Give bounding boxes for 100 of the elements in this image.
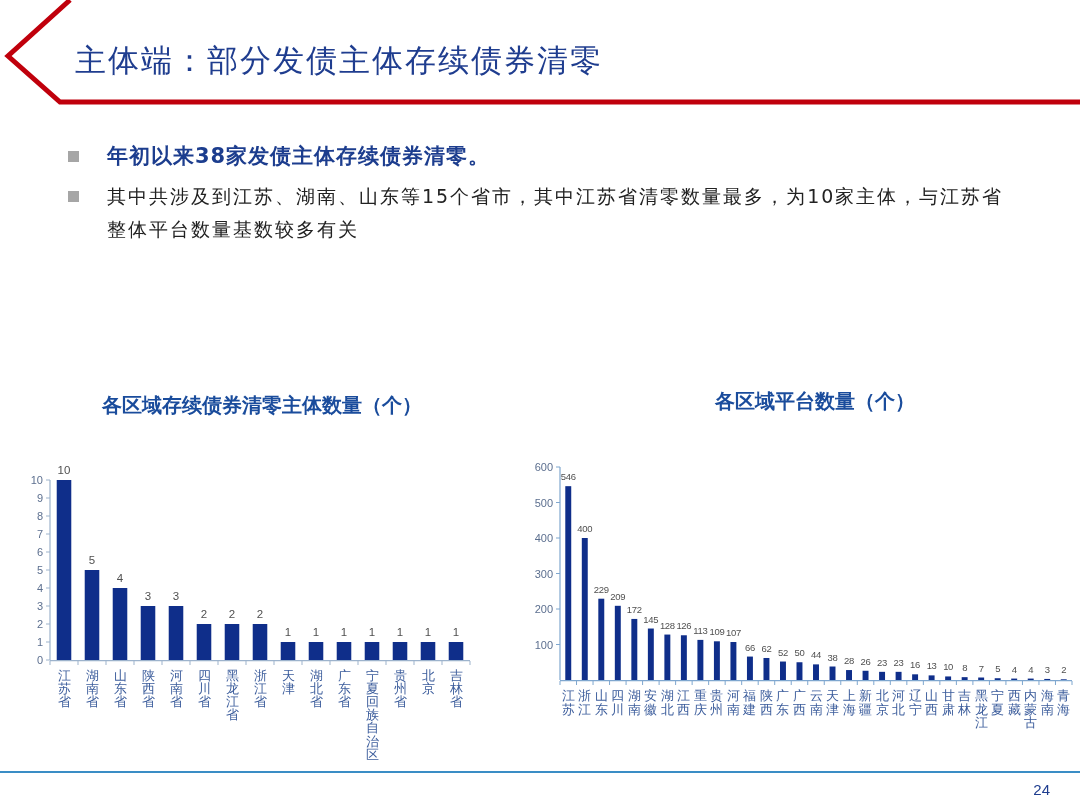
chart-title: 各区域存续债券清零主体数量（个） bbox=[101, 393, 422, 417]
x-tick-label: 内蒙古 bbox=[1024, 688, 1038, 730]
text: 其中共涉及到江苏、湖南、山东等15个省市，其中江苏省清零数量最多，为10家主体，与江苏省整体平台数量基数较多有关 bbox=[107, 184, 1005, 242]
y-tick-label: 3 bbox=[36, 600, 43, 612]
bar bbox=[196, 624, 212, 660]
y-tick-label: 400 bbox=[534, 532, 553, 544]
bar bbox=[614, 605, 621, 680]
data-label: 109 bbox=[709, 626, 725, 638]
y-tick-label: 4 bbox=[36, 582, 43, 594]
data-label: 26 bbox=[860, 655, 871, 667]
bar bbox=[763, 657, 770, 680]
data-label: 52 bbox=[777, 646, 788, 658]
data-label: 2 bbox=[200, 608, 208, 620]
x-tick-label: 吉林 bbox=[957, 688, 972, 717]
bar bbox=[730, 642, 737, 680]
x-tick-label: 青海 bbox=[1057, 688, 1071, 717]
y-tick-label: 8 bbox=[36, 510, 43, 522]
x-tick-label: 陕西 bbox=[759, 688, 773, 717]
bar bbox=[680, 635, 687, 680]
x-tick-label: 贵州 bbox=[710, 688, 724, 717]
bar bbox=[168, 606, 184, 660]
bar bbox=[647, 628, 654, 680]
bar bbox=[697, 639, 704, 680]
data-label: 28 bbox=[844, 655, 855, 667]
bar bbox=[780, 661, 786, 680]
x-tick-label: 西藏 bbox=[1007, 688, 1021, 717]
data-label: 2 bbox=[228, 608, 236, 620]
x-tick-label: 北京 bbox=[421, 667, 435, 696]
bar bbox=[140, 606, 156, 660]
x-tick-label: 四川省 bbox=[197, 667, 211, 709]
bar bbox=[598, 598, 605, 680]
y-tick-label: 200 bbox=[534, 603, 553, 615]
data-label: 10 bbox=[57, 464, 71, 476]
x-tick-label: 甘肃 bbox=[941, 688, 955, 717]
data-label: 107 bbox=[725, 627, 741, 639]
data-label: 13 bbox=[926, 660, 937, 672]
x-tick-label: 河南 bbox=[726, 688, 740, 717]
bar bbox=[879, 671, 886, 680]
bar bbox=[895, 671, 902, 680]
data-label: 400 bbox=[577, 523, 593, 534]
data-label: 50 bbox=[794, 647, 805, 659]
x-tick-label: 辽宁 bbox=[908, 688, 922, 717]
bar bbox=[713, 641, 720, 680]
data-label: 23 bbox=[877, 656, 888, 668]
data-label: 209 bbox=[610, 590, 626, 602]
bar bbox=[280, 642, 296, 660]
data-label: 1 bbox=[424, 626, 432, 638]
data-label: 1 bbox=[396, 626, 404, 638]
bar bbox=[631, 618, 638, 680]
x-tick-label: 江西 bbox=[677, 688, 691, 717]
x-tick-label: 湖北省 bbox=[309, 667, 323, 709]
x-tick-label: 黑龙江省 bbox=[225, 667, 239, 723]
y-tick-label: 7 bbox=[36, 528, 43, 540]
data-label: 126 bbox=[676, 620, 692, 632]
bar bbox=[420, 642, 436, 660]
y-tick-label: 500 bbox=[534, 496, 553, 509]
bar bbox=[224, 624, 240, 660]
data-label: 3 bbox=[144, 590, 152, 602]
bar bbox=[308, 642, 324, 660]
x-tick-label: 广东省 bbox=[337, 667, 351, 709]
data-label: 7 bbox=[978, 662, 984, 674]
bar bbox=[664, 634, 671, 680]
chart-title: 各区域平台数量（个） bbox=[714, 389, 915, 413]
x-tick-label: 江苏 bbox=[561, 688, 575, 717]
data-label: 44 bbox=[811, 649, 821, 661]
y-tick-label: 6 bbox=[36, 546, 43, 558]
x-tick-label: 湖南 bbox=[627, 688, 641, 717]
data-label: 38 bbox=[827, 651, 838, 663]
text: 主体端：部分发债主体存续债券清零 bbox=[75, 41, 603, 80]
data-label: 1 bbox=[452, 626, 460, 638]
x-tick-label: 广西 bbox=[792, 688, 806, 717]
x-tick-label: 浙江省 bbox=[253, 667, 267, 709]
y-tick-label: 300 bbox=[534, 567, 553, 580]
data-label: 1 bbox=[284, 626, 292, 638]
y-tick-label: 9 bbox=[36, 492, 43, 504]
x-tick-label: 福建 bbox=[742, 688, 757, 717]
bar bbox=[581, 538, 588, 680]
y-tick-label: 1 bbox=[36, 636, 43, 648]
text: 年初以来38家发债主体存续债券清零。 bbox=[107, 143, 492, 170]
x-tick-label: 天津 bbox=[826, 688, 840, 717]
x-tick-label: 天津 bbox=[281, 667, 295, 696]
bar bbox=[56, 480, 72, 660]
data-label: 16 bbox=[910, 659, 921, 671]
bar bbox=[448, 642, 464, 660]
data-label: 128 bbox=[659, 619, 675, 631]
x-tick-label: 宁夏 bbox=[991, 688, 1005, 717]
data-label: 8 bbox=[962, 662, 968, 674]
x-tick-label: 北京 bbox=[875, 688, 889, 717]
bar bbox=[961, 677, 968, 680]
data-label: 10 bbox=[943, 661, 954, 673]
data-label: 3 bbox=[1044, 663, 1050, 675]
data-label: 4 bbox=[1011, 663, 1017, 675]
x-tick-label: 海南 bbox=[1040, 688, 1054, 717]
data-label: 2 bbox=[256, 608, 264, 620]
data-label: 113 bbox=[693, 624, 708, 636]
x-tick-label: 山东 bbox=[594, 688, 608, 717]
y-tick-label: 0 bbox=[36, 654, 43, 666]
data-label: 66 bbox=[744, 641, 755, 653]
bar bbox=[364, 642, 380, 660]
bar bbox=[862, 670, 869, 680]
